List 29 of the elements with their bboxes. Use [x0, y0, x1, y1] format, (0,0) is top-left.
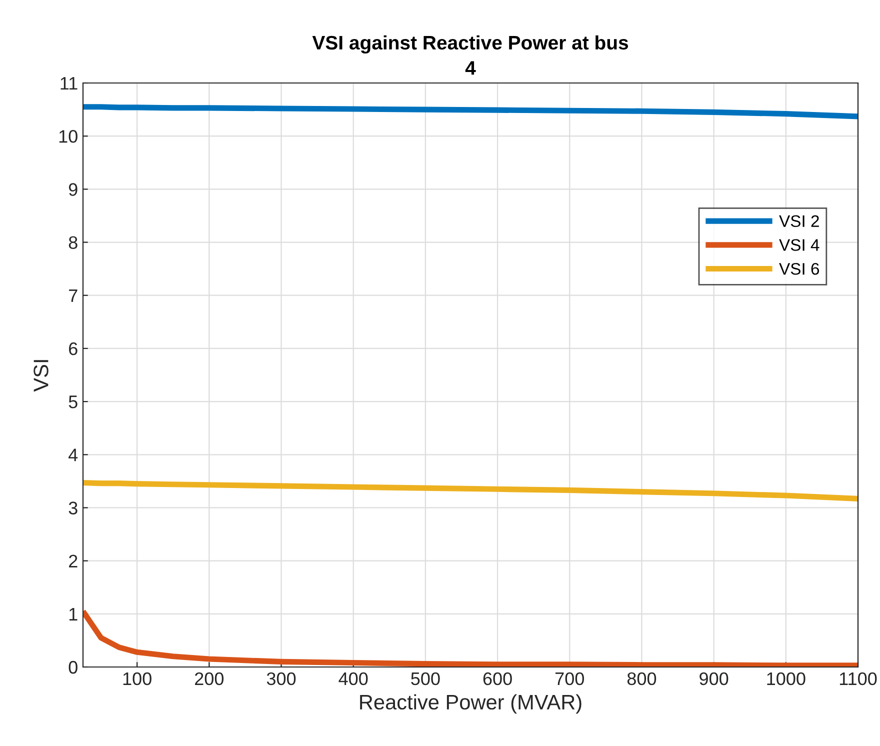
y-tick-label: 10: [59, 130, 78, 143]
x-tick-label: 1000: [767, 672, 806, 686]
x-tick-label: 300: [266, 672, 296, 686]
legend-label: VSI 2: [779, 215, 819, 228]
y-tick-label: 11: [60, 77, 78, 90]
x-axis-title: Reactive Power (MVAR): [360, 694, 582, 714]
y-tick-label: 2: [69, 554, 78, 568]
x-tick-label: 700: [555, 672, 584, 686]
y-tick-label: 6: [69, 342, 78, 356]
chart-title: VSI against Reactive Power at bus 4: [312, 35, 628, 75]
y-tick-label: 0: [68, 660, 78, 674]
y-tick-label: 4: [68, 448, 78, 462]
legend-label: VSI 4: [779, 239, 820, 251]
x-tick-label: 400: [338, 672, 368, 686]
x-tick-label: 900: [700, 672, 728, 686]
y-tick-label: 3: [68, 502, 78, 514]
y-tick-label: 9: [68, 183, 78, 196]
y-tick-label: 7: [69, 289, 78, 302]
x-tick-label: 1100: [840, 672, 877, 686]
y-axis-title: VSI: [34, 360, 48, 392]
x-tick-label: 200: [195, 672, 224, 686]
x-tick-label: 600: [483, 672, 512, 686]
x-tick-label: 500: [411, 672, 440, 686]
y-tick-label: 8: [68, 236, 78, 249]
legend-label: VSI 6: [779, 262, 820, 275]
x-tick-label: 800: [627, 672, 656, 686]
y-tick-label: 5: [68, 396, 78, 408]
x-tick-label: 100: [123, 672, 152, 686]
y-tick-label: 1: [69, 608, 78, 620]
